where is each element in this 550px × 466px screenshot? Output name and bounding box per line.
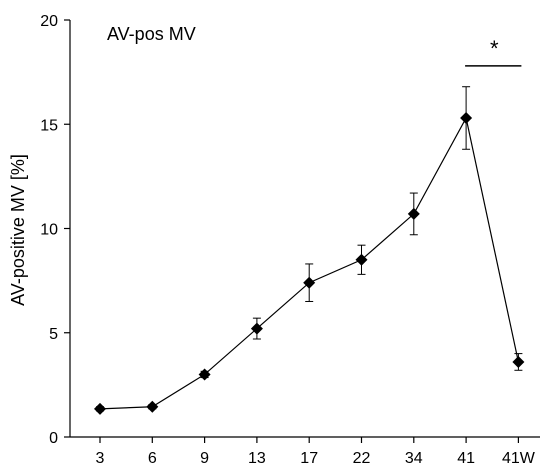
series-line [99,116,519,410]
x-tick-label: 9 [200,450,209,466]
data-point [94,402,106,415]
data-point [512,355,525,368]
significance-label: * [490,36,499,61]
data-point [250,322,263,335]
x-tick-label: 3 [96,450,105,466]
x-tick-label: 13 [248,450,266,466]
y-axis-title: AV-positive MV [%] [8,154,28,306]
data-point [407,207,420,220]
y-ticks: 0 5 10 15 20 [40,13,70,447]
data-point [198,368,211,381]
axes [69,20,540,438]
significance-marker: * [465,36,522,67]
y-tick-label: 15 [40,117,58,134]
x-tick-label: 22 [353,450,371,466]
x-tick-label: 17 [300,450,318,466]
x-tick-label: 34 [405,450,423,466]
y-tick-label: 0 [49,430,58,447]
data-point [460,111,473,124]
x-tick-label: 6 [148,450,157,466]
y-tick-label: 5 [49,326,58,343]
data-point [355,253,368,266]
x-tick-label: 41W [502,450,536,466]
y-tick-label: 20 [40,13,58,30]
y-tick-label: 10 [40,222,58,239]
chart-title: AV-pos MV [107,24,196,44]
series [94,86,525,415]
data-point [303,276,316,289]
x-ticks: 3 6 9 13 17 22 34 41 41W [96,437,536,466]
data-point [146,400,159,413]
x-tick-label: 41 [457,450,475,466]
